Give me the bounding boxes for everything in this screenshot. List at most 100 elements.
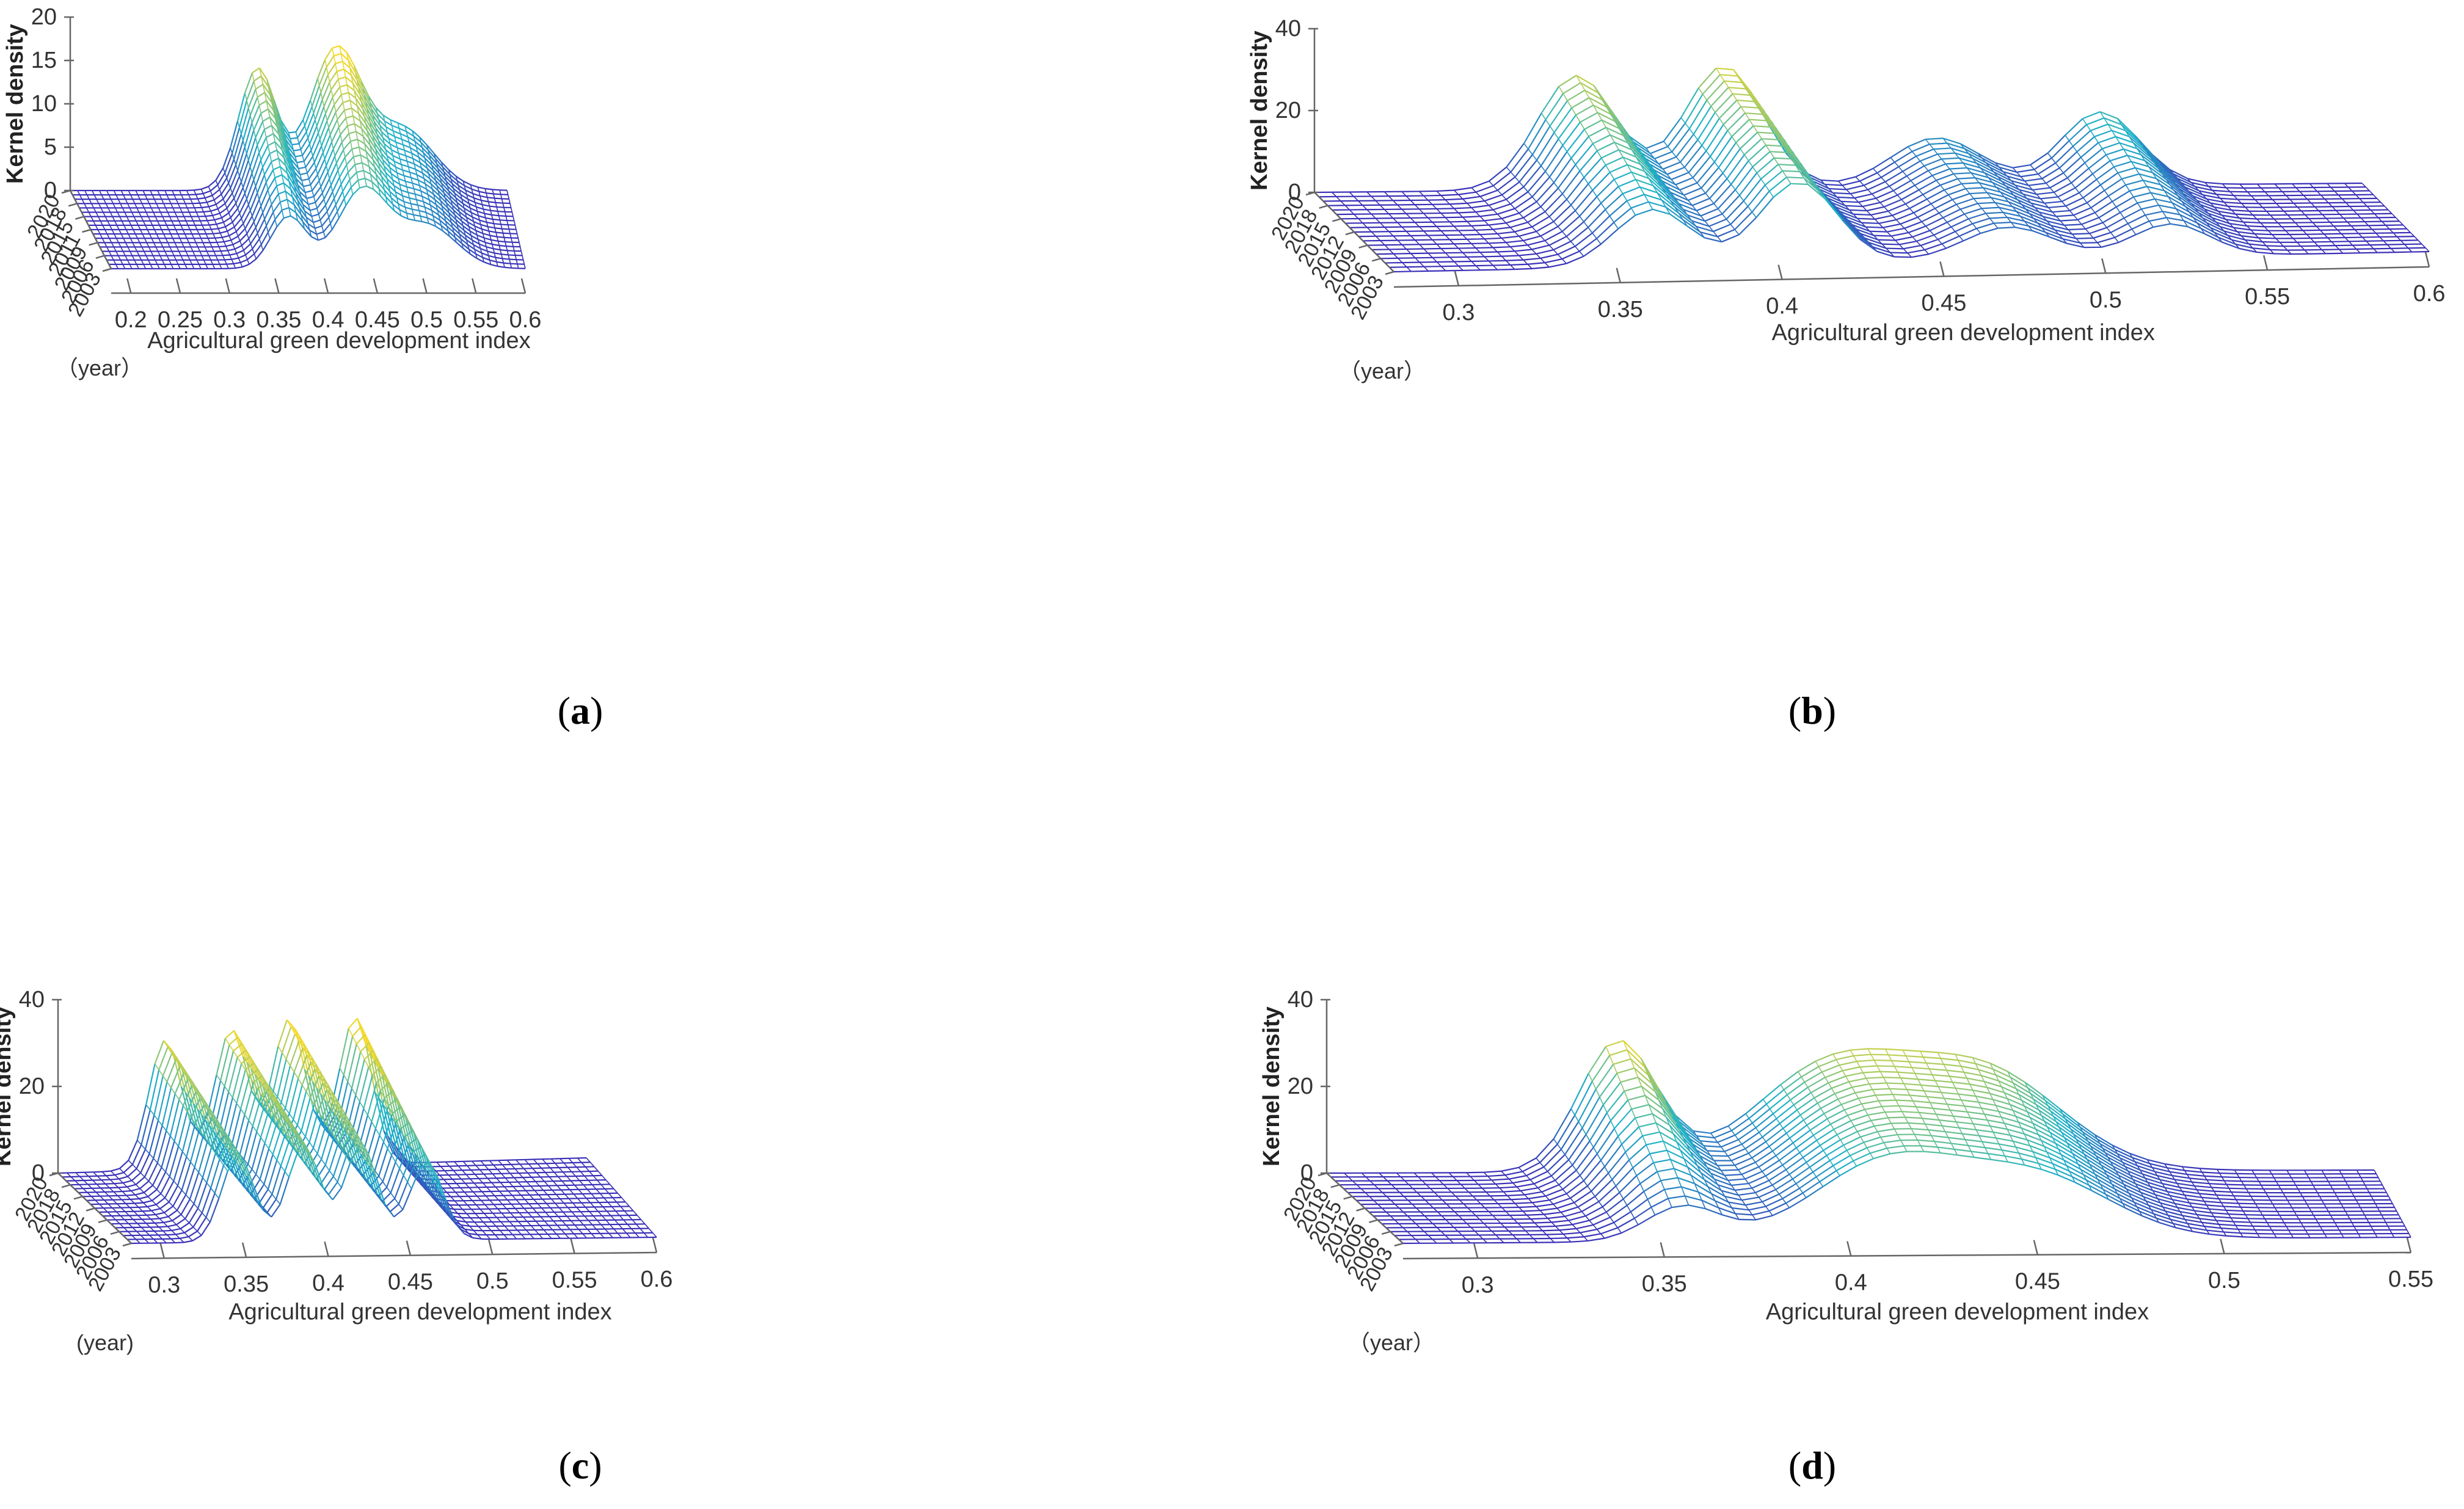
surface-grid-segment <box>1332 192 1337 197</box>
surface-profile-segment <box>318 67 327 86</box>
surface-profile-segment <box>323 223 331 233</box>
surface-profile-segment <box>366 158 375 167</box>
surface-grid-segment <box>1892 215 1897 220</box>
surface-grid-segment <box>1886 231 1892 237</box>
surface-profile-segment <box>1755 197 1774 218</box>
surface-profile-segment <box>471 188 479 192</box>
surface-profile-segment <box>2082 111 2101 120</box>
surface-grid-segment <box>314 228 318 235</box>
surface-grid-segment <box>1993 223 1999 229</box>
surface-grid-segment <box>500 224 503 229</box>
surface-grid-segment <box>2115 206 2121 213</box>
surface-grid-segment <box>2142 180 2148 187</box>
surface-profile-segment <box>1576 75 1594 87</box>
surface-profile-segment <box>2089 227 2107 235</box>
surface-profile-segment <box>385 126 394 132</box>
surface-grid-segment <box>190 198 193 204</box>
surface-grid-segment <box>109 238 112 243</box>
surface-profile-segment <box>292 178 301 192</box>
surface-grid-segment <box>1724 81 1729 88</box>
surface-profile-segment <box>1675 176 1694 186</box>
surface-profile-segment <box>2127 155 2145 162</box>
surface-profile-segment <box>304 106 313 126</box>
surface-grid-segment <box>1762 114 1767 122</box>
surface-grid-segment <box>133 216 137 222</box>
surface-grid-segment <box>1921 221 1926 227</box>
surface-profile-segment <box>2138 173 2157 180</box>
surface-grid-segment <box>545 1163 551 1168</box>
surface-grid-segment <box>266 137 269 146</box>
surface-grid-segment <box>1791 158 1796 166</box>
surface-profile-segment <box>1462 252 1481 253</box>
surface-profile-segment <box>1570 227 1589 242</box>
surface-grid-segment <box>313 196 316 203</box>
surface-grid-segment <box>1566 199 1572 206</box>
surface-profile-segment <box>1949 167 1967 170</box>
surface-grid-segment <box>506 220 509 225</box>
surface-grid-segment <box>1427 217 1433 223</box>
surface-profile-segment <box>1506 186 1525 200</box>
surface-profile-segment <box>1897 184 1915 196</box>
surface-profile-segment <box>228 164 237 184</box>
surface-profile-segment <box>386 1110 396 1147</box>
surface-grid-segment <box>1584 129 1589 137</box>
surface-profile-segment <box>1549 100 1568 127</box>
surface-profile-segment <box>457 184 466 191</box>
surface-profile-segment <box>360 1026 371 1054</box>
surface-grid-segment <box>1854 197 1859 203</box>
surface-grid-segment <box>2127 155 2132 162</box>
surface-grid-segment <box>323 198 326 206</box>
surface-profile-segment <box>244 216 253 229</box>
surface-grid-segment <box>225 1038 230 1045</box>
surface-profile-segment <box>1562 82 1581 95</box>
surface-grid-segment <box>341 94 344 103</box>
surface-profile-segment <box>253 244 262 255</box>
surface-grid-segment <box>2105 155 2111 161</box>
surface-grid-segment <box>454 1161 459 1166</box>
surface-profile-segment <box>352 146 360 150</box>
surface-profile-segment <box>308 202 316 205</box>
surface-grid-segment <box>402 195 404 202</box>
surface-grid-segment <box>2127 223 2132 230</box>
surface-grid-segment <box>196 260 200 265</box>
surface-profile-segment <box>1635 156 1654 175</box>
surface-grid-segment <box>136 1168 141 1174</box>
surface-profile-segment <box>1580 112 1598 123</box>
surface-profile-segment <box>385 172 393 181</box>
surface-grid-segment <box>1939 184 1945 191</box>
surface-grid-segment <box>335 112 338 120</box>
surface-profile-segment <box>378 119 387 128</box>
surface-profile-segment <box>264 204 272 220</box>
surface-grid-segment <box>148 247 151 252</box>
surface-grid-segment <box>1685 123 1690 129</box>
surface-profile-segment <box>1540 187 1559 208</box>
surface-profile-segment <box>1584 89 1603 101</box>
x-tick-label: 0.25 <box>158 307 203 333</box>
x-tick-label: 0.45 <box>1921 290 1966 316</box>
surface-profile-segment <box>1849 209 1867 212</box>
surface-profile-segment <box>2222 241 2240 250</box>
surface-profile-segment <box>2158 204 2176 209</box>
surface-grid-segment <box>112 216 115 222</box>
surface-profile-segment <box>293 204 302 215</box>
surface-profile-segment <box>123 1164 133 1173</box>
surface-profile-segment <box>225 222 233 228</box>
surface-profile-segment <box>153 1075 164 1116</box>
surface-profile-segment <box>410 203 418 206</box>
surface-grid-segment <box>1576 75 1581 84</box>
surface-grid-segment <box>346 164 349 173</box>
surface-grid-segment <box>1479 216 1485 221</box>
surface-grid-segment <box>1393 217 1398 224</box>
surface-profile-segment <box>493 193 501 195</box>
surface-profile-segment <box>337 198 345 212</box>
surface-profile-segment <box>215 1086 225 1125</box>
surface-profile-segment <box>323 89 332 107</box>
surface-profile-segment <box>266 211 274 227</box>
surface-profile-segment <box>257 174 265 194</box>
surface-grid-segment <box>408 142 411 148</box>
surface-profile-segment <box>2154 162 2173 180</box>
surface-profile-segment <box>478 191 487 194</box>
surface-grid-segment <box>136 264 139 269</box>
surface-grid-segment <box>1388 231 1394 236</box>
surface-profile-segment <box>1937 152 1955 155</box>
